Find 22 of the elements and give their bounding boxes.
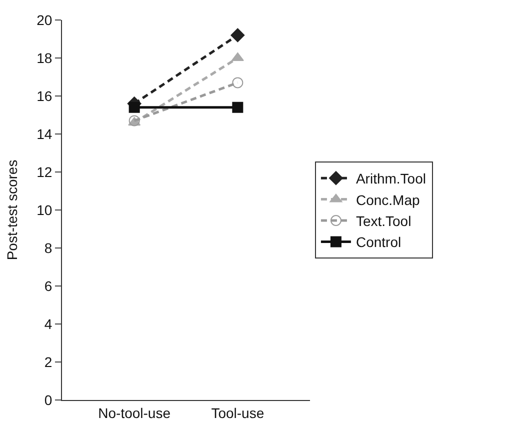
legend-label: Text.Tool xyxy=(356,212,412,229)
y-tick-label: 14 xyxy=(36,126,52,142)
y-tick-label: 2 xyxy=(44,354,52,370)
legend-label: Control xyxy=(356,234,402,250)
y-tick-label: 18 xyxy=(36,50,52,66)
y-tick-label: 6 xyxy=(44,278,52,294)
point xyxy=(232,102,244,113)
y-tick-label: 16 xyxy=(36,88,52,104)
y-tick-label: 8 xyxy=(44,240,52,256)
y-tick-label: 10 xyxy=(36,202,52,218)
point xyxy=(128,102,140,113)
y-tick-label: 4 xyxy=(44,316,52,332)
y-tick-label: 12 xyxy=(36,164,52,180)
x-tick-label: No-tool-use xyxy=(98,404,171,421)
x-tick-label: Tool-use xyxy=(211,404,264,421)
y-axis-title: Post-test scores xyxy=(4,160,20,260)
legend-label: Conc.Map xyxy=(356,192,420,208)
point xyxy=(232,77,244,88)
y-tick-label: 20 xyxy=(36,12,52,28)
y-tick-label: 0 xyxy=(44,392,52,408)
legend-label: Arithm.Tool xyxy=(356,170,426,187)
point xyxy=(230,28,245,42)
